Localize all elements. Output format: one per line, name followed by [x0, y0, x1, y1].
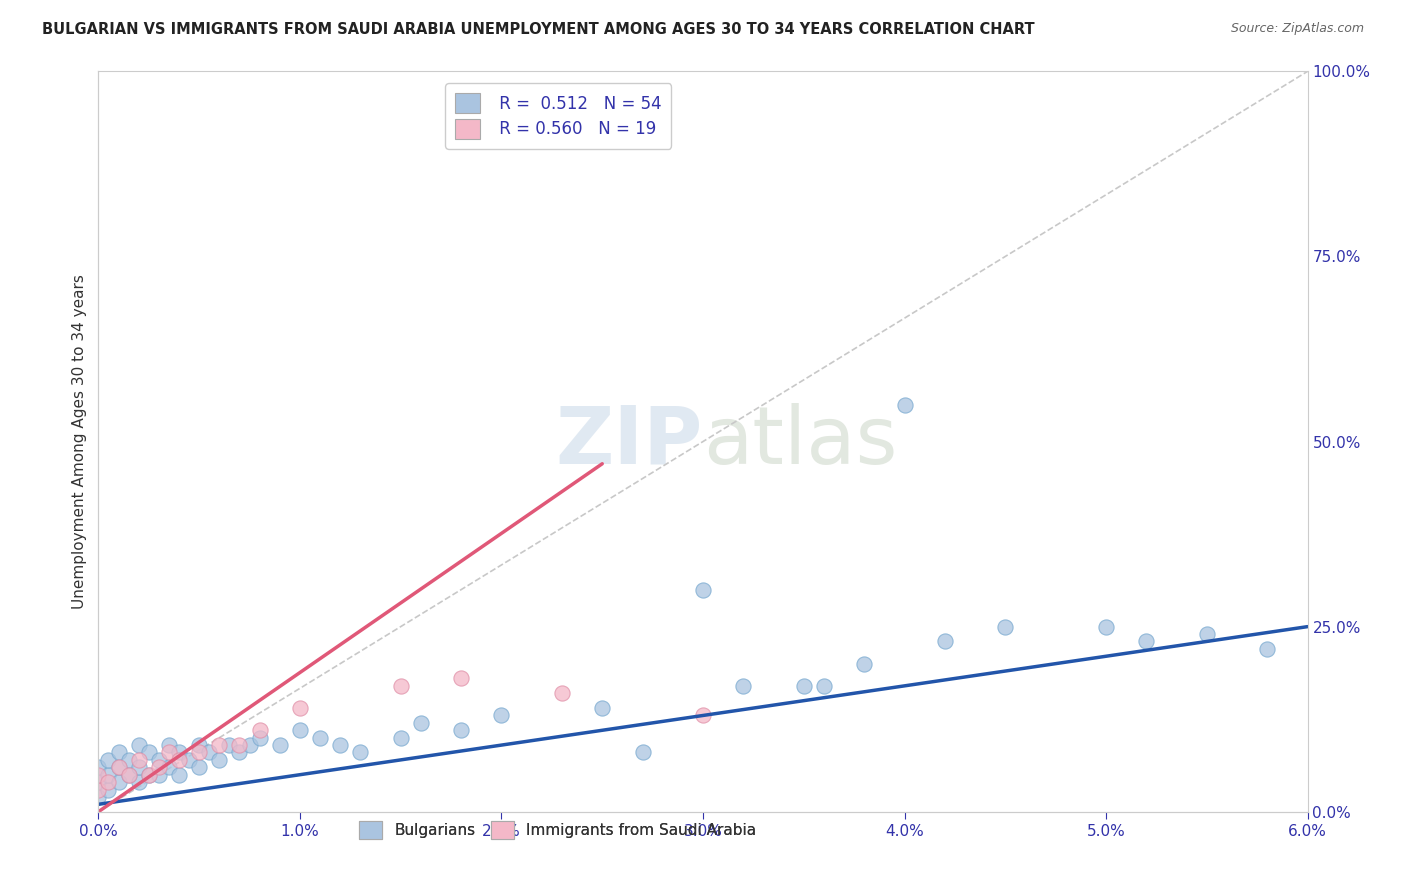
Point	[87, 775, 110, 789]
Point	[188, 760, 211, 774]
Point	[1135, 634, 1157, 648]
Point	[107, 775, 129, 789]
Point	[1095, 619, 1118, 633]
Point	[733, 679, 755, 693]
Point	[138, 767, 160, 781]
Text: atlas: atlas	[703, 402, 897, 481]
Point	[87, 760, 110, 774]
Point	[994, 619, 1017, 633]
Point	[118, 767, 141, 781]
Point	[208, 753, 231, 767]
Text: BULGARIAN VS IMMIGRANTS FROM SAUDI ARABIA UNEMPLOYMENT AMONG AGES 30 TO 34 YEARS: BULGARIAN VS IMMIGRANTS FROM SAUDI ARABI…	[42, 22, 1035, 37]
Point	[218, 738, 240, 752]
Point	[179, 753, 201, 767]
Point	[269, 738, 291, 752]
Point	[188, 738, 211, 752]
Point	[167, 753, 190, 767]
Y-axis label: Unemployment Among Ages 30 to 34 years: Unemployment Among Ages 30 to 34 years	[72, 274, 87, 609]
Point	[551, 686, 574, 700]
Point	[157, 746, 180, 760]
Point	[228, 746, 250, 760]
Point	[409, 715, 432, 730]
Point	[167, 746, 190, 760]
Point	[228, 738, 250, 752]
Point	[389, 679, 412, 693]
Point	[118, 753, 141, 767]
Point	[288, 723, 311, 738]
Point	[853, 657, 876, 671]
Point	[157, 760, 180, 774]
Point	[128, 775, 150, 789]
Point	[813, 679, 835, 693]
Point	[491, 708, 513, 723]
Point	[148, 760, 170, 774]
Point	[1195, 627, 1218, 641]
Point	[97, 775, 120, 789]
Point	[249, 723, 271, 738]
Point	[138, 767, 160, 781]
Point	[450, 723, 472, 738]
Point	[288, 701, 311, 715]
Point	[107, 760, 129, 774]
Point	[97, 753, 120, 767]
Point	[87, 782, 110, 797]
Point	[239, 738, 262, 752]
Point	[138, 746, 160, 760]
Point	[188, 746, 211, 760]
Point	[107, 746, 129, 760]
Point	[893, 398, 915, 412]
Point	[631, 746, 654, 760]
Point	[128, 760, 150, 774]
Text: ZIP: ZIP	[555, 402, 703, 481]
Point	[148, 767, 170, 781]
Point	[349, 746, 371, 760]
Text: Source: ZipAtlas.com: Source: ZipAtlas.com	[1230, 22, 1364, 36]
Point	[591, 701, 613, 715]
Point	[87, 767, 110, 781]
Point	[157, 738, 180, 752]
Point	[793, 679, 815, 693]
Point	[692, 708, 714, 723]
Legend: Bulgarians, Immigrants from Saudi Arabia: Bulgarians, Immigrants from Saudi Arabia	[353, 815, 762, 845]
Point	[97, 782, 120, 797]
Point	[198, 746, 221, 760]
Point	[97, 767, 120, 781]
Point	[934, 634, 956, 648]
Point	[329, 738, 352, 752]
Point	[692, 582, 714, 597]
Point	[1256, 641, 1278, 656]
Point	[167, 767, 190, 781]
Point	[118, 767, 141, 781]
Point	[389, 731, 412, 745]
Point	[450, 672, 472, 686]
Point	[208, 738, 231, 752]
Point	[249, 731, 271, 745]
Point	[87, 789, 110, 804]
Point	[148, 753, 170, 767]
Point	[309, 731, 332, 745]
Point	[107, 760, 129, 774]
Point	[128, 753, 150, 767]
Point	[128, 738, 150, 752]
